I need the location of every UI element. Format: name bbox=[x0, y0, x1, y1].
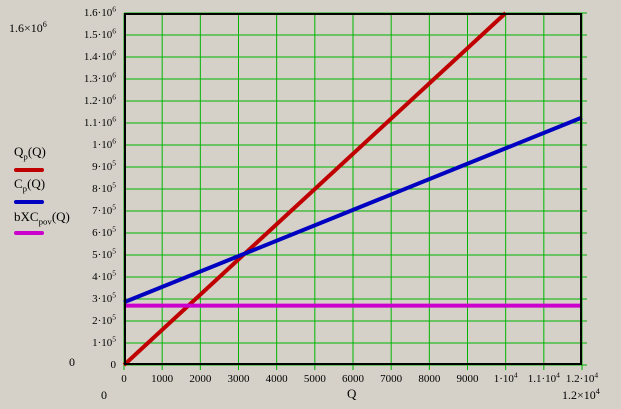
x-tick-label: 3000 bbox=[227, 373, 250, 385]
x-tick-label: 1·104 bbox=[493, 370, 518, 385]
x-tick-label: 6000 bbox=[342, 373, 364, 385]
legend-line-sample-bxcpov bbox=[14, 231, 44, 235]
y-tick-label: 9·105 bbox=[92, 158, 116, 173]
y-tick-label: 1.5·106 bbox=[83, 26, 116, 41]
x-tick-label: 0 bbox=[121, 373, 127, 385]
y-tick-label: 1.6·106 bbox=[83, 4, 116, 19]
y-tick-label: 2·105 bbox=[92, 312, 116, 327]
series-line-cp bbox=[123, 115, 583, 305]
x-tick-label: 1.1·104 bbox=[527, 370, 560, 385]
x-tick-label: 7000 bbox=[380, 373, 403, 385]
x-axis-title: Q bbox=[347, 386, 357, 401]
y-axis-max-label: 1.6×106 bbox=[9, 20, 47, 35]
y-tick-label: 1.2·106 bbox=[83, 92, 116, 107]
x-tick-label: 1000 bbox=[151, 373, 174, 385]
x-axis-max-label: 1.2×104 bbox=[562, 387, 600, 402]
x-tick-label: 1.2·104 bbox=[565, 370, 599, 385]
legend-line-sample-cp bbox=[14, 200, 44, 204]
x-tick-label: 4000 bbox=[265, 373, 288, 385]
y-tick-label: 3·105 bbox=[92, 290, 116, 305]
x-tick-label: 2000 bbox=[189, 373, 212, 385]
y-tick-label: 1·105 bbox=[92, 334, 116, 349]
legend-label-bxcpov: bXCpov(Q) bbox=[14, 209, 70, 227]
y-tick-label: 7·105 bbox=[92, 202, 116, 217]
y-tick-label: 8·105 bbox=[92, 180, 116, 195]
y-tick-label: 4·105 bbox=[92, 268, 116, 283]
plot-canvas bbox=[122, 11, 587, 370]
legend-line-sample-qp bbox=[14, 168, 44, 172]
y-tick-label: 1·106 bbox=[92, 136, 116, 151]
legend-label-cp: Cp(Q) bbox=[14, 176, 46, 194]
y-tick-label: 1.4·106 bbox=[83, 48, 116, 63]
plot-frame bbox=[124, 13, 582, 365]
x-tick-label: 5000 bbox=[303, 373, 326, 385]
y-tick-label: 6·105 bbox=[92, 224, 116, 239]
x-tick-label: 9000 bbox=[456, 373, 479, 385]
y-tick-label: 0 bbox=[110, 359, 117, 371]
y-tick-label: 5·105 bbox=[92, 246, 116, 261]
x-tick-label: 8000 bbox=[418, 373, 441, 385]
plot-area bbox=[122, 11, 587, 370]
y-tick-label: 1.1·106 bbox=[83, 114, 116, 129]
y-axis-min-label: 0 bbox=[69, 355, 75, 369]
x-axis-min-label: 0 bbox=[101, 388, 107, 402]
legend-label-qp: Qp(Q) bbox=[14, 144, 46, 162]
y-tick-label: 1.3·106 bbox=[83, 70, 116, 85]
